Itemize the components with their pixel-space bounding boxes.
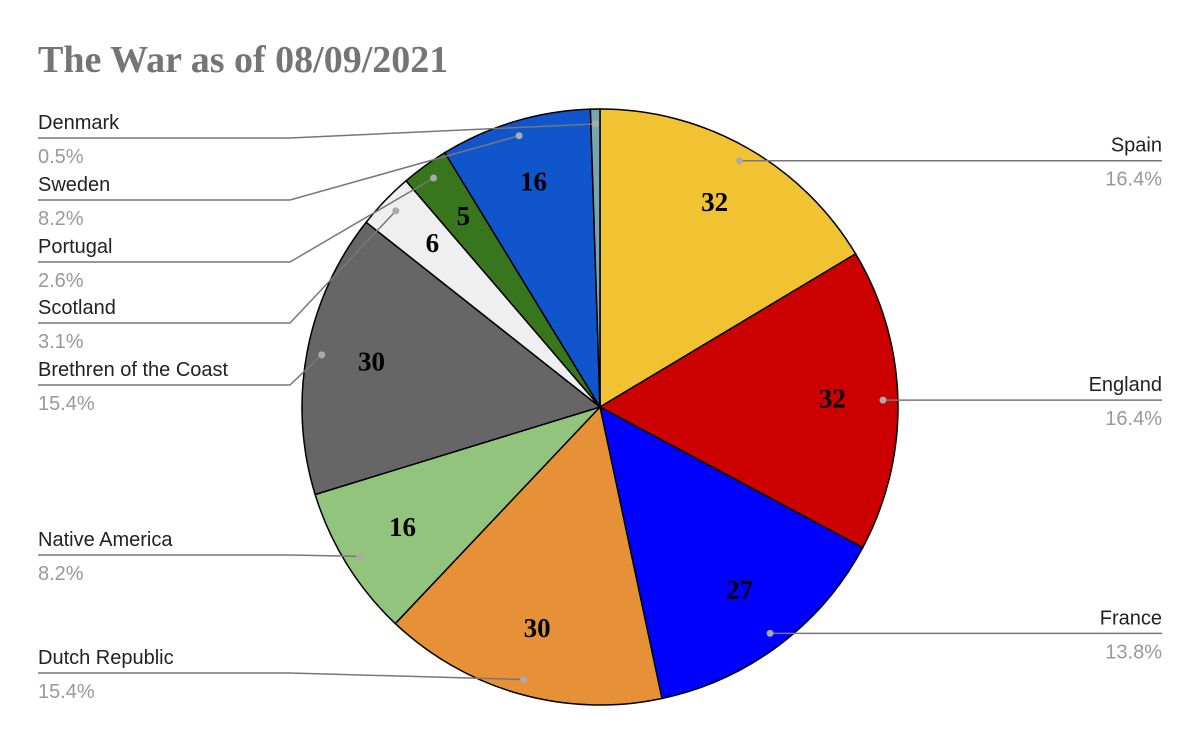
leader-dot — [392, 207, 400, 215]
leader-line — [38, 177, 434, 263]
pie-slice — [394, 405, 663, 706]
percent-label: 15.4% — [38, 393, 95, 415]
legend-label: France — [1100, 607, 1162, 629]
percent-label: 16.4% — [1105, 408, 1162, 430]
leader-line — [38, 554, 360, 558]
percent-label: 0.5% — [38, 146, 84, 168]
legend-label: Denmark — [38, 112, 120, 134]
leader-dot — [356, 552, 364, 560]
pie-slice — [301, 221, 602, 496]
data-label: 5 — [457, 201, 471, 231]
leader-dot — [879, 396, 887, 404]
data-label: 16 — [389, 512, 416, 542]
pie-slice — [589, 108, 601, 408]
legend-label: Sweden — [38, 174, 110, 196]
data-label: 16 — [520, 166, 547, 196]
legend-label: England — [1089, 374, 1162, 396]
leader-line — [38, 210, 397, 324]
data-label: 32 — [819, 384, 846, 414]
leader-dot — [766, 629, 774, 637]
percent-label: 3.1% — [38, 331, 84, 353]
legend-label: Scotland — [38, 297, 116, 319]
legend-label: Brethren of the Coast — [38, 359, 229, 381]
leader-line — [38, 134, 520, 201]
leader-dot — [318, 351, 326, 359]
leader-dot — [430, 174, 438, 182]
pie-slice — [598, 405, 864, 700]
percent-label: 16.4% — [1105, 169, 1162, 191]
data-label: 30 — [358, 346, 385, 376]
data-label: 32 — [701, 187, 728, 217]
leader-dot — [591, 120, 599, 128]
leader-line — [38, 123, 596, 139]
percent-label: 8.2% — [38, 208, 84, 230]
leader-line — [38, 672, 524, 681]
percent-label: 15.4% — [38, 681, 95, 703]
percent-label: 2.6% — [38, 270, 84, 292]
legend-label: Native America — [38, 529, 173, 551]
legend-label: Portugal — [38, 236, 113, 258]
leader-dot — [736, 157, 744, 165]
pie-slice — [314, 405, 603, 625]
data-label: 30 — [524, 613, 551, 643]
data-label: 6 — [426, 228, 440, 258]
pie-slice — [599, 108, 857, 409]
leader-line — [38, 354, 323, 386]
legend-label: Spain — [1111, 135, 1162, 157]
leader-dot — [519, 676, 527, 684]
data-label: 27 — [726, 575, 753, 605]
percent-label: 13.8% — [1105, 641, 1162, 663]
chart-title: The War as of 08/09/2021 — [38, 39, 448, 81]
legend-label: Dutch Republic — [38, 647, 174, 669]
pie-slice — [443, 108, 601, 410]
percent-label: 8.2% — [38, 563, 84, 585]
leader-dot — [515, 132, 523, 140]
